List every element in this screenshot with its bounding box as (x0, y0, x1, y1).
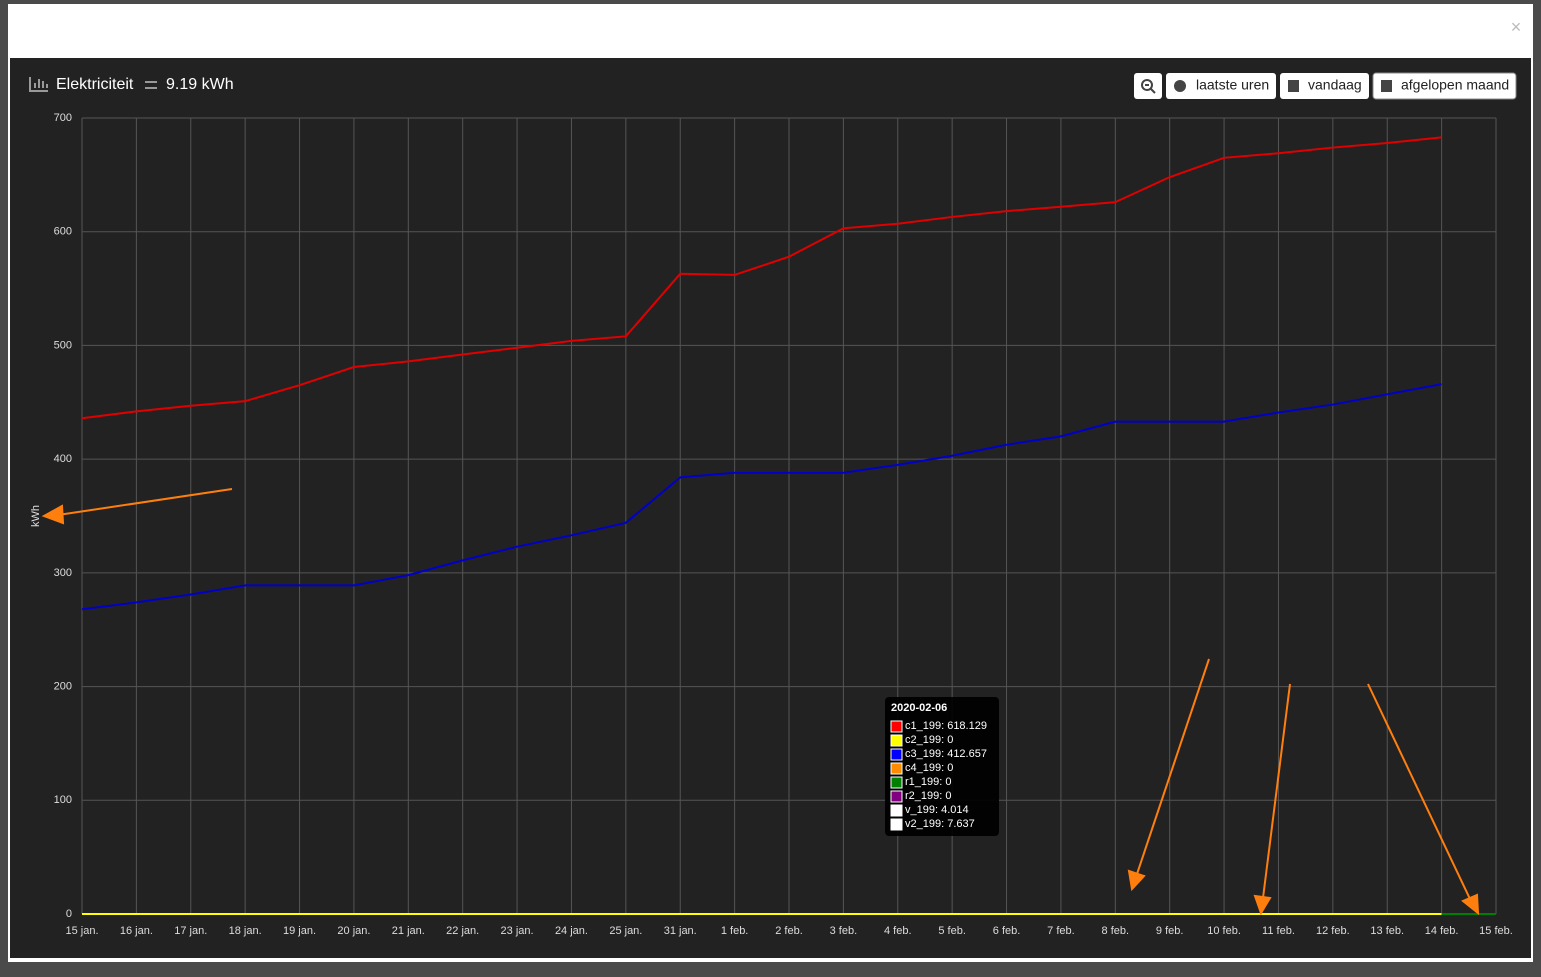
x-tick-label: 15 feb. (1479, 925, 1513, 937)
y-tick-label: 100 (54, 794, 72, 806)
x-tick-label: 4 feb. (884, 925, 912, 937)
tooltip-item: c3_199: 412.657 (905, 748, 987, 760)
x-tick-label: 10 feb. (1207, 925, 1241, 937)
tooltip-item: r2_199: 0 (905, 790, 951, 802)
tooltip-swatch (890, 818, 903, 831)
plot: 0 100 200 300 400 500 600 700 15 jan. 16 jan. 17 j… (54, 112, 1513, 937)
panel-title: Elektriciteit (56, 76, 134, 93)
range-button[interactable] (1280, 73, 1369, 99)
tooltip-swatch (890, 762, 903, 775)
x-tick-label: 25 jan. (609, 925, 642, 937)
x-tick-label: 5 feb. (938, 925, 966, 937)
y-tick-label: 400 (54, 453, 72, 465)
zoom-icon (1141, 79, 1156, 94)
tooltip-item: r1_199: 0 (905, 776, 951, 788)
y-tick-label: 600 (54, 226, 72, 238)
clock-icon (1174, 80, 1186, 92)
tooltip-item: c2_199: 0 (905, 734, 953, 746)
x-tick-label: 3 feb. (830, 925, 858, 937)
tooltip-swatch (890, 776, 903, 789)
x-tick-label: 18 jan. (229, 925, 262, 937)
tooltip-box (885, 697, 999, 836)
range-button[interactable] (1166, 73, 1276, 99)
x-tick-label: 31 jan. (664, 925, 697, 937)
tooltip: 2020-02-06 c1_199: 618.129 c2_199: 0 c3_199… (885, 697, 999, 836)
button-label[interactable]: afgelopen maand (1401, 77, 1509, 93)
x-tick-label: 13 feb. (1370, 925, 1404, 937)
total-value: 9.19 kWh (166, 76, 234, 93)
y-tick-label: 300 (54, 567, 72, 579)
close-button[interactable]: × (1511, 17, 1522, 37)
y-axis-label: kWh (30, 505, 42, 527)
tooltip-swatch (890, 734, 903, 747)
x-tick-label: 19 jan. (283, 925, 316, 937)
calendar-icon (1288, 80, 1299, 92)
button-label[interactable]: laatste uren (1196, 77, 1269, 93)
x-tick-label: 21 jan. (392, 925, 425, 937)
x-tick-label: 11 feb. (1262, 925, 1295, 937)
range-button[interactable] (1372, 72, 1517, 100)
tooltip-item: c4_199: 0 (905, 762, 953, 774)
tooltip-swatch (890, 790, 903, 803)
x-tick-label: 24 jan. (555, 925, 588, 937)
tooltip-swatch (890, 720, 903, 733)
series-line (81, 136, 1442, 420)
y-tick-label: 200 (54, 680, 72, 692)
tooltip-swatch (890, 748, 903, 761)
x-tick-label: 20 jan. (337, 925, 370, 937)
button-label[interactable]: vandaag (1308, 77, 1362, 93)
x-tick-label: 14 feb. (1425, 925, 1459, 937)
x-tick-label: 17 jan. (174, 925, 207, 937)
chart-panel (10, 58, 1531, 958)
series-line (81, 383, 1442, 611)
x-tick-label: 9 feb. (1156, 925, 1184, 937)
x-tick-label: 15 jan. (65, 925, 98, 937)
tooltip-item: c1_199: 618.129 (905, 720, 987, 732)
x-tick-label: 6 feb. (993, 925, 1021, 937)
x-tick-label: 23 jan. (501, 925, 534, 937)
y-tick-label: 700 (54, 112, 72, 124)
x-tick-label: 12 feb. (1316, 925, 1350, 937)
x-tick-label: 22 jan. (446, 925, 479, 937)
x-tick-label: 8 feb. (1102, 925, 1130, 937)
tooltip-swatch (890, 804, 903, 817)
tooltip-item: v_199: 4.014 (905, 804, 969, 816)
tooltip-title: 2020-02-06 (891, 702, 947, 714)
calendar-icon (1381, 80, 1392, 92)
equals-icon (145, 81, 157, 89)
x-tick-label: 7 feb. (1047, 925, 1075, 937)
y-tick-label: 0 (66, 908, 72, 920)
chart-icon (29, 77, 48, 92)
tooltip-item: v2_199: 7.637 (905, 818, 975, 830)
annotation-arrows (41, 488, 1480, 916)
x-tick-label: 16 jan. (120, 925, 153, 937)
x-tick-label: 2 feb. (775, 925, 803, 937)
x-tick-label: 1 feb. (721, 925, 749, 937)
y-tick-label: 500 (54, 339, 72, 351)
